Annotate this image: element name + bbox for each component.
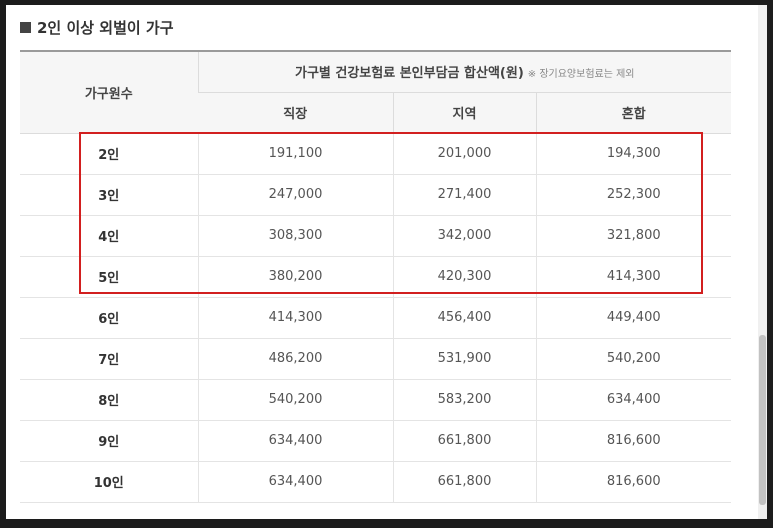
cell-regional: 661,800 [392, 420, 536, 462]
premium-table: 가구원수 가구별 건강보험료 본인부담금 합산액(원) ※ 장기요양보험료는 제외… [20, 50, 731, 503]
cell-regional: 661,800 [392, 461, 536, 503]
cell-mixed: 414,300 [535, 256, 731, 298]
row-label: 5인 [20, 256, 198, 298]
row-label: 4인 [20, 215, 198, 257]
cell-workplace: 191,100 [197, 133, 393, 175]
cell-workplace: 414,300 [197, 297, 393, 339]
section-heading: 2인 이상 외벌이 가구 [20, 17, 174, 38]
cell-mixed: 194,300 [535, 133, 731, 175]
square-bullet-icon [20, 22, 31, 33]
row-label: 9인 [20, 420, 198, 462]
row-label: 3인 [20, 174, 198, 216]
premium-group-header: 가구별 건강보험료 본인부담금 합산액(원) ※ 장기요양보험료는 제외 [197, 50, 731, 93]
row-label: 2인 [20, 133, 198, 175]
table-row: 5인 380,200 420,300 414,300 [20, 256, 731, 298]
cell-workplace: 247,000 [197, 174, 393, 216]
cell-regional: 342,000 [392, 215, 536, 257]
table-row: 3인 247,000 271,400 252,300 [20, 174, 731, 216]
cell-mixed: 816,600 [535, 420, 731, 462]
cell-mixed: 540,200 [535, 338, 731, 380]
row-label: 8인 [20, 379, 198, 421]
table-row: 9인 634,400 661,800 816,600 [20, 420, 731, 462]
cell-workplace: 308,300 [197, 215, 393, 257]
content-panel: 2인 이상 외벌이 가구 가구원수 가구별 건강보험료 본인부담금 합산액(원)… [6, 5, 758, 519]
cell-regional: 456,400 [392, 297, 536, 339]
scrollbar[interactable] [758, 5, 767, 519]
table-row: 10인 634,400 661,800 816,600 [20, 461, 731, 503]
cell-regional: 583,200 [392, 379, 536, 421]
cell-workplace: 634,400 [197, 461, 393, 503]
cell-mixed: 449,400 [535, 297, 731, 339]
column-header-mixed: 혼합 [535, 92, 731, 134]
household-size-header: 가구원수 [20, 50, 198, 134]
cell-workplace: 486,200 [197, 338, 393, 380]
premium-group-note: ※ 장기요양보험료는 제외 [527, 69, 635, 81]
table-row: 7인 486,200 531,900 540,200 [20, 338, 731, 380]
section-title: 2인 이상 외벌이 가구 [37, 19, 174, 37]
cell-regional: 271,400 [392, 174, 536, 216]
cell-mixed: 321,800 [535, 215, 731, 257]
cell-workplace: 540,200 [197, 379, 393, 421]
column-header-workplace: 직장 [198, 92, 393, 134]
scrollbar-thumb[interactable] [759, 335, 766, 505]
cell-workplace: 634,400 [197, 420, 393, 462]
row-label: 7인 [20, 338, 198, 380]
table-row: 6인 414,300 456,400 449,400 [20, 297, 731, 339]
table-row: 8인 540,200 583,200 634,400 [20, 379, 731, 421]
table-row: 2인 191,100 201,000 194,300 [20, 133, 731, 175]
row-label: 6인 [20, 297, 198, 339]
cell-regional: 531,900 [392, 338, 536, 380]
cell-regional: 201,000 [392, 133, 536, 175]
premium-group-title: 가구별 건강보험료 본인부담금 합산액(원) [294, 66, 524, 82]
cell-workplace: 380,200 [197, 256, 393, 298]
table-row: 4인 308,300 342,000 321,800 [20, 215, 731, 257]
cell-regional: 420,300 [392, 256, 536, 298]
row-label: 10인 [20, 461, 198, 503]
cell-mixed: 634,400 [535, 379, 731, 421]
cell-mixed: 816,600 [535, 461, 731, 503]
cell-mixed: 252,300 [535, 174, 731, 216]
column-header-regional: 지역 [392, 92, 536, 134]
